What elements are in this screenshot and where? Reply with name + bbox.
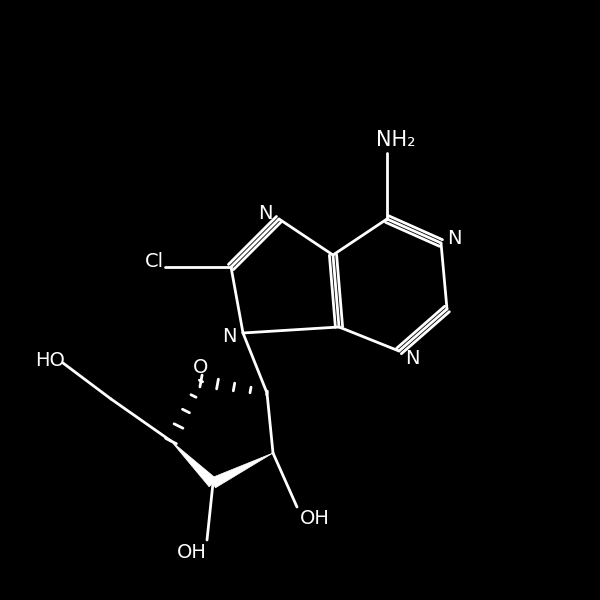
Text: N: N <box>259 203 273 223</box>
Polygon shape <box>171 441 217 487</box>
Text: N: N <box>223 326 237 346</box>
Text: N: N <box>405 349 419 368</box>
Text: NH₂: NH₂ <box>376 130 416 150</box>
Text: Cl: Cl <box>145 251 164 271</box>
Polygon shape <box>211 453 273 488</box>
Text: HO: HO <box>35 350 65 370</box>
Text: O: O <box>193 358 209 377</box>
Text: N: N <box>447 229 461 248</box>
Text: OH: OH <box>300 509 330 529</box>
Text: OH: OH <box>177 542 207 562</box>
